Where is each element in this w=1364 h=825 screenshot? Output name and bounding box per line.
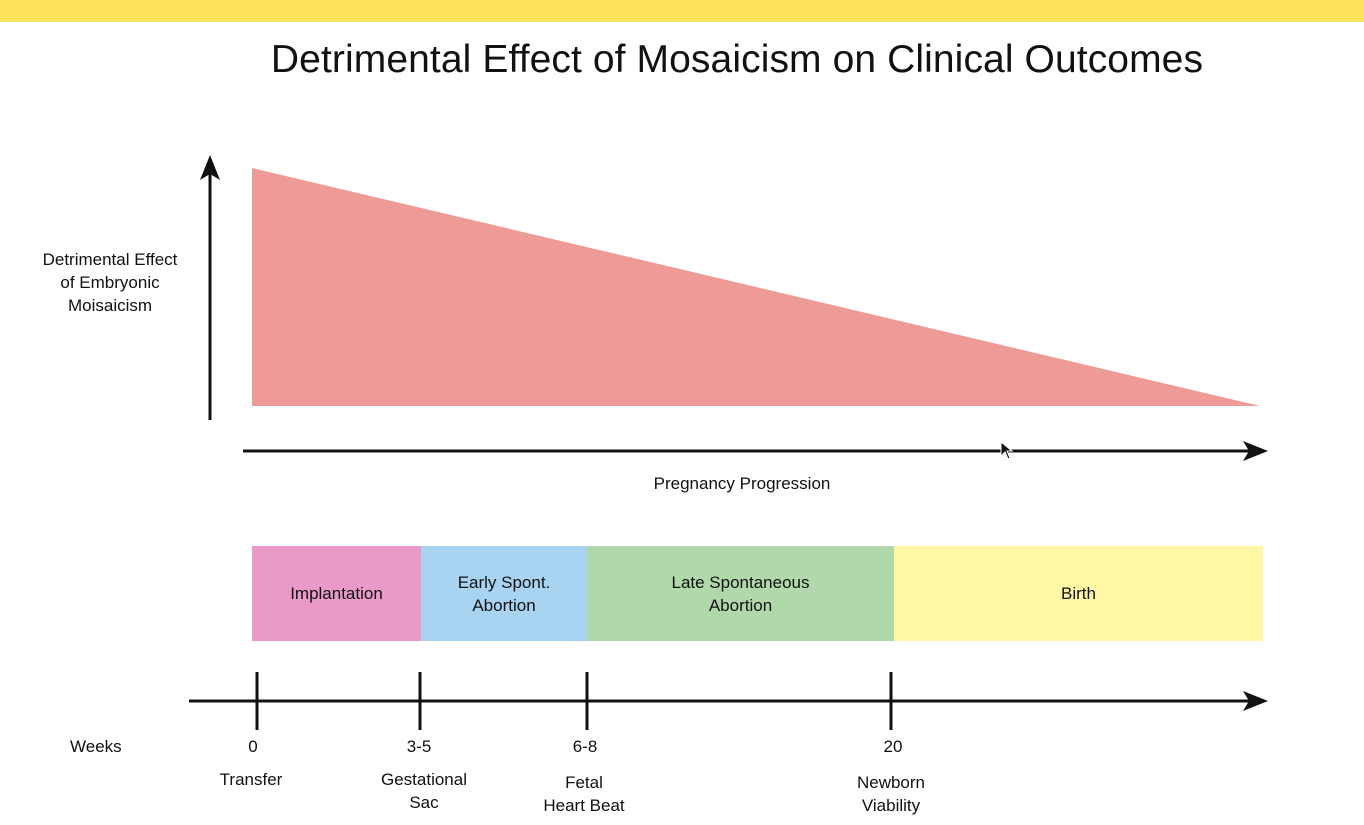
phase-label: Birth xyxy=(1061,582,1096,605)
phase-label: Late Spontaneous Abortion xyxy=(671,571,809,617)
phase-band-late-abortion: Late Spontaneous Abortion xyxy=(587,546,894,641)
detrimental-effect-triangle xyxy=(252,168,1260,406)
tick-event-line: Newborn xyxy=(856,773,926,792)
y-axis-arrowhead xyxy=(200,155,220,180)
y-axis-label: Detrimental Effect of Embryonic Moisaicism xyxy=(20,248,200,317)
tick-event-line: Viability xyxy=(861,796,921,815)
timeline-label: Weeks xyxy=(70,737,122,756)
phase-band-birth: Birth xyxy=(894,546,1263,641)
x-axis-arrowhead xyxy=(1243,441,1268,461)
tick-event-line: Gestational xyxy=(381,770,467,789)
tick-event: Newborn Viability xyxy=(821,771,961,817)
tick-event-line: Sac xyxy=(409,793,439,812)
tick-event-line: Fetal xyxy=(565,773,603,792)
phase-label-line: Implantation xyxy=(290,584,383,603)
top-accent-bar xyxy=(0,0,1364,22)
phase-label-line: Abortion xyxy=(708,595,773,615)
tick-event-line: Heart Beat xyxy=(543,796,625,815)
phase-label: Early Spont. Abortion xyxy=(458,571,551,617)
y-axis-label-line: Detrimental Effect xyxy=(42,250,178,269)
tick-event: Fetal Heart Beat xyxy=(514,771,654,817)
phase-label-line: Late Spontaneous xyxy=(671,572,810,592)
tick-event-line: Transfer xyxy=(219,770,283,789)
y-axis-label-line: Moisaicism xyxy=(67,296,153,315)
phase-band-early-abortion: Early Spont. Abortion xyxy=(421,546,587,641)
tick-value: 20 xyxy=(883,737,903,756)
y-axis-label-line: of Embryonic xyxy=(60,273,160,292)
phase-label-line: Early Spont. xyxy=(457,572,551,592)
tick-value: 0 xyxy=(248,737,258,756)
timeline-arrowhead xyxy=(1243,691,1268,711)
page-title: Detrimental Effect of Mosaicism on Clini… xyxy=(270,38,1204,81)
phase-label-line: Abortion xyxy=(472,595,536,615)
x-axis-label: Pregnancy Progression xyxy=(653,474,831,493)
tick-value: 6-8 xyxy=(572,737,598,756)
mouse-cursor-icon xyxy=(1000,441,1014,460)
phase-label-line: Birth xyxy=(1061,584,1096,603)
tick-event: Transfer xyxy=(181,768,321,791)
phase-band-implantation: Implantation xyxy=(252,546,421,641)
tick-value: 3-5 xyxy=(406,737,432,756)
phase-label: Implantation xyxy=(290,582,383,605)
tick-event: Gestational Sac xyxy=(354,768,494,814)
